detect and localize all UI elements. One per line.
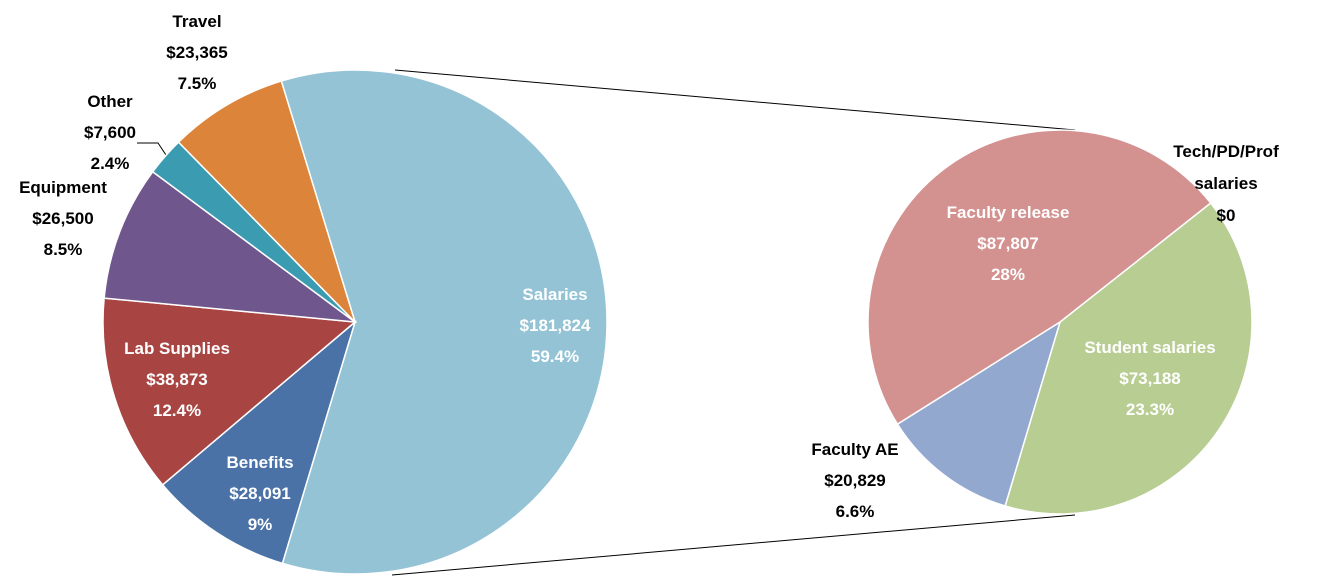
pie-slice	[867, 129, 1212, 426]
data-label: Faculty AE $20,829 6.6%	[811, 434, 898, 527]
slice-name: Other	[87, 92, 133, 111]
leader-line	[137, 142, 167, 156]
connector-line	[391, 514, 1076, 576]
pie-slice	[1004, 201, 1253, 515]
slice-value: $23,365	[166, 43, 228, 62]
pie-slice	[161, 319, 357, 565]
data-label: Benefits $28,091 9%	[226, 447, 293, 540]
data-label: Tech/PD/Prof salaries $0	[1161, 136, 1291, 231]
slice-value: 12.4%	[152, 401, 202, 420]
slice-name: Faculty AE	[811, 440, 899, 459]
slice-value: $181,824	[519, 316, 591, 335]
slice-value: 59.4%	[530, 347, 580, 366]
slice-value: $0	[1216, 206, 1236, 225]
slice-value: 2.4%	[90, 154, 130, 173]
data-label: Equipment $26,500 8.5%	[19, 172, 107, 265]
slice-value: 7.5%	[177, 74, 217, 93]
slice-name: Travel	[172, 12, 222, 31]
data-label: Faculty release $87,807 28%	[947, 197, 1070, 290]
pie-slice	[103, 170, 358, 324]
slice-value: $20,829	[824, 471, 886, 490]
pie-slice	[896, 320, 1062, 507]
slice-name: Salaries	[522, 285, 588, 304]
slice-name: Student salaries	[1084, 338, 1216, 357]
slice-name: Lab Supplies	[124, 339, 230, 358]
pie-slice	[102, 297, 357, 486]
slice-value: $28,091	[229, 484, 291, 503]
slice-value: $7,600	[84, 123, 136, 142]
connector-line	[394, 69, 1076, 131]
pie-slice	[177, 80, 356, 323]
pie-slice	[280, 69, 608, 575]
slice-name: Equipment	[19, 178, 107, 197]
slice-value: 23.3%	[1125, 400, 1175, 419]
slice-name: Benefits	[226, 453, 294, 472]
data-label: Lab Supplies $38,873 12.4%	[124, 333, 230, 426]
data-label: Salaries $181,824 59.4%	[520, 279, 591, 372]
slice-value: 28%	[990, 265, 1026, 284]
slice-value: 8.5%	[43, 240, 83, 259]
slice-name: Faculty release	[946, 203, 1070, 222]
slice-value: $38,873	[146, 370, 208, 389]
data-label: Other $7,600 2.4%	[84, 86, 136, 179]
slice-value: $73,188	[1119, 369, 1181, 388]
slice-value: 6.6%	[835, 502, 875, 521]
data-label: Student salaries $73,188 23.3%	[1084, 332, 1215, 425]
data-label: Travel $23,365 7.5%	[166, 6, 227, 99]
slice-name: Tech/PD/Prof salaries	[1173, 142, 1279, 193]
slice-value: $26,500	[32, 209, 94, 228]
slice-value: 9%	[247, 515, 273, 534]
slice-value: $87,807	[977, 234, 1039, 253]
